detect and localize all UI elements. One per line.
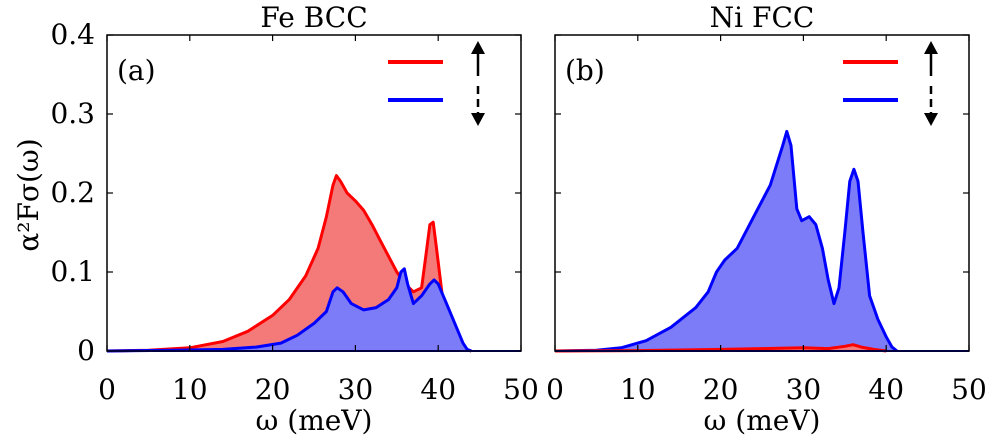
y-tick-label: 0: [77, 334, 95, 367]
x-tick-label: 40: [420, 373, 456, 406]
y-tick-label: 0.4: [50, 18, 95, 51]
panel-fe-bcc: Fe BCC 0 0.1 0.2 0.3 0.4 0 10 20 30 40 50 (a) ω (…: [50, 1, 538, 437]
spin-up-line: [554, 343, 887, 353]
x-axis-label: ω (meV): [256, 404, 373, 437]
x-tick-label: 30: [338, 373, 374, 406]
y-tick-label: 0.3: [50, 97, 95, 130]
spin-down-area: [107, 268, 472, 351]
panel-title: Ni FCC: [710, 1, 815, 34]
x-axis-label: ω (meV): [704, 404, 821, 437]
panel-label: (b): [565, 54, 605, 87]
legend: [843, 41, 938, 126]
x-tick-label: 10: [172, 373, 208, 406]
x-tick-label: 0: [546, 373, 564, 406]
x-tick-label: 40: [868, 373, 904, 406]
x-tick-label: 30: [786, 373, 822, 406]
panel-ni-fcc: Ni FCC 0 10 20 30 40 50 (b) ω (meV): [546, 1, 987, 437]
spin-down-arrow-icon: [924, 86, 938, 126]
y-tick-label: 0.2: [50, 176, 95, 209]
x-ticks: 0 10 20 30 40 50: [546, 35, 987, 406]
series-layer: [554, 129, 969, 353]
spin-up-line: [106, 174, 472, 353]
y-axis-label: α²Fσ(ω): [12, 138, 45, 251]
panel-title: Fe BCC: [260, 1, 367, 34]
x-tick-label: 20: [255, 373, 291, 406]
x-tick-label: 0: [98, 373, 116, 406]
x-tick-label: 50: [503, 373, 539, 406]
y-ticks: 0 0.1 0.2 0.3 0.4: [50, 18, 521, 367]
x-tick-label: 20: [703, 373, 739, 406]
spin-down-arrow-icon: [471, 86, 485, 126]
spin-up-arrow-icon: [471, 41, 485, 76]
spin-down-area: [555, 131, 897, 351]
y-tick-label: 0.1: [50, 255, 95, 288]
legend: [388, 41, 485, 126]
x-tick-label: 50: [951, 373, 987, 406]
x-ticks: 0 10 20 30 40 50: [98, 35, 539, 406]
series-layer: [106, 174, 521, 353]
spin-down-line: [554, 129, 898, 353]
spin-up-arrow-icon: [924, 41, 938, 76]
panel-label: (a): [117, 54, 156, 87]
spin-down-line: [106, 267, 472, 353]
y-ticks: [555, 34, 969, 352]
x-tick-label: 10: [620, 373, 656, 406]
